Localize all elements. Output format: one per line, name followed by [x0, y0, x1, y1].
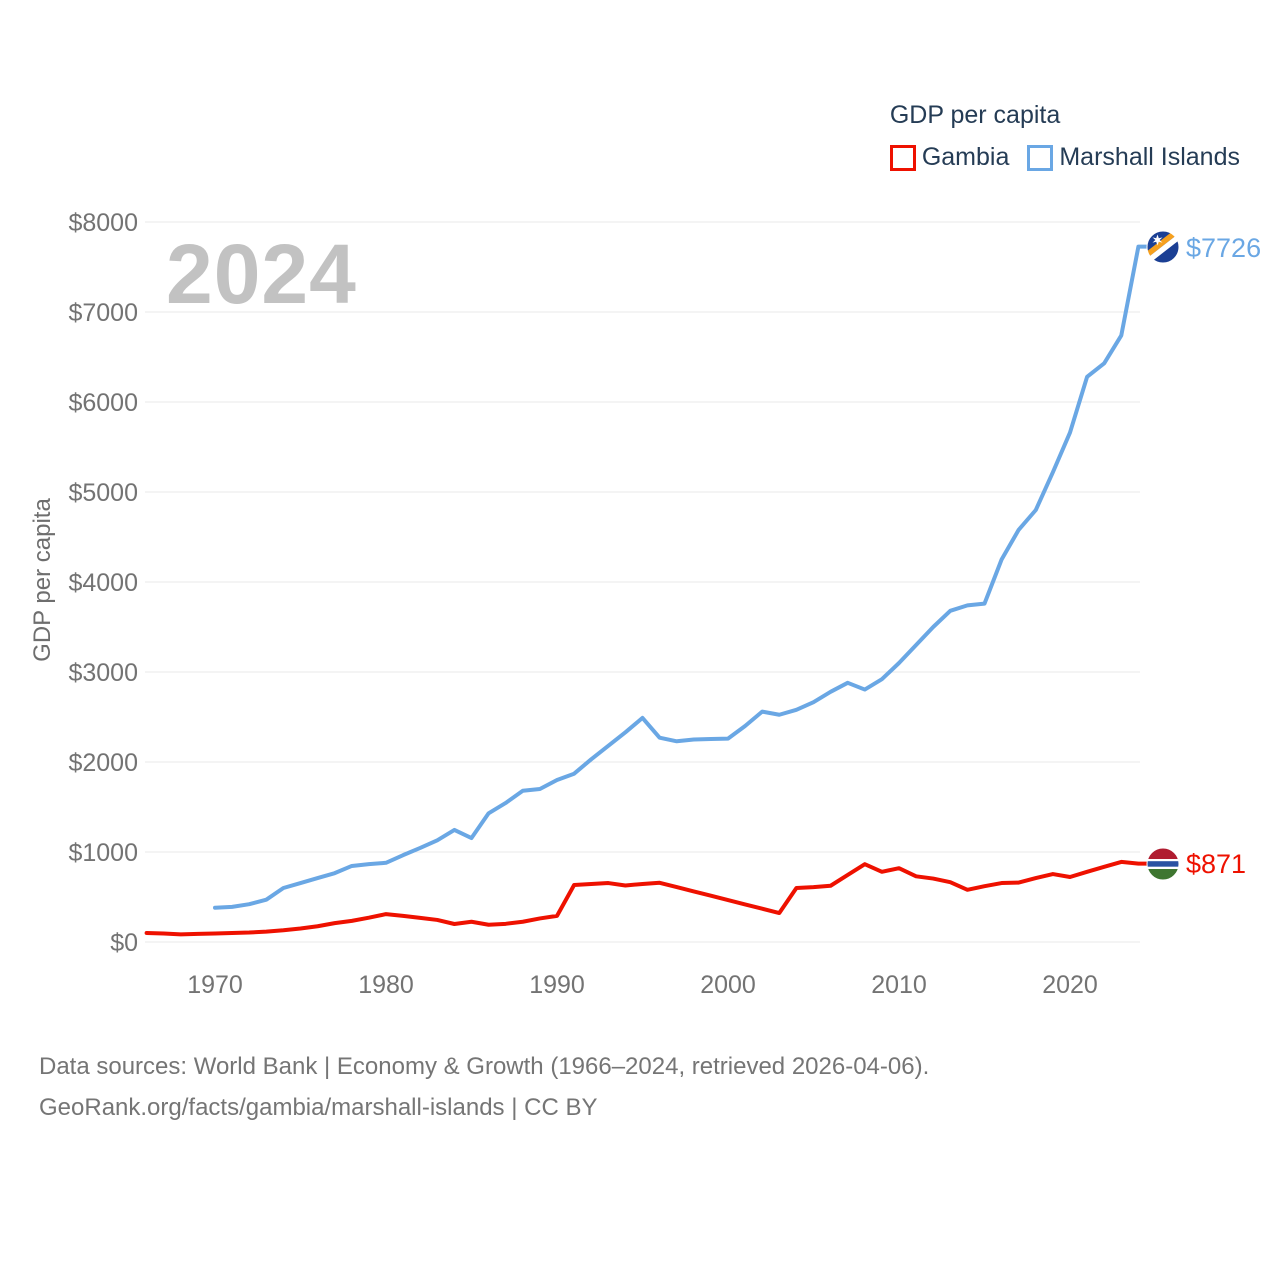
legend: GDP per capita Gambia Marshall Islands: [889, 101, 1240, 172]
x-tick-label: 2000: [700, 971, 756, 999]
legend-title: GDP per capita: [889, 101, 1061, 129]
y-tick-label: $0: [110, 929, 138, 957]
source-line-1: Data sources: World Bank | Economy & Gro…: [39, 1053, 930, 1080]
y-tick-label: $8000: [68, 209, 138, 237]
x-tick-label: 1970: [187, 971, 243, 999]
gambia-swatch-icon: [889, 144, 916, 171]
marshall-islands-flag-icon: [1146, 230, 1180, 264]
legend-item-label: Gambia: [921, 143, 1010, 171]
y-tick-label: $3000: [68, 659, 138, 687]
y-tick-label: $5000: [68, 479, 138, 507]
x-tick-label: 1980: [358, 971, 414, 999]
y-tick-label: $7000: [68, 299, 138, 327]
series-line-marshall-islands: [213, 244, 1152, 910]
series-line-gambia: [144, 859, 1152, 937]
y-tick-label: $1000: [68, 839, 138, 867]
x-tick-label: 1990: [529, 971, 585, 999]
y-tick-label: $6000: [68, 389, 138, 417]
marshall-islands-swatch-icon: [1027, 144, 1054, 171]
gambia-flag-icon: [1146, 847, 1180, 881]
legend-row: Gambia Marshall Islands: [889, 143, 1240, 172]
legend-item-gambia[interactable]: Gambia: [889, 143, 1010, 172]
source-line-2: GeoRank.org/facts/gambia/marshall-island…: [39, 1094, 598, 1121]
y-tick-label: $4000: [68, 569, 138, 597]
x-tick-label: 2020: [1042, 971, 1098, 999]
legend-item-label: Marshall Islands: [1059, 143, 1240, 171]
gambia-value-label: $871: [1186, 849, 1247, 879]
legend-item-marshall-islands[interactable]: Marshall Islands: [1027, 143, 1240, 172]
x-tick-label: 2010: [871, 971, 927, 999]
marshall-islands-value-label: $7726: [1186, 233, 1262, 263]
source-attribution: Data sources: World Bank | Economy & Gro…: [39, 1046, 929, 1128]
y-tick-label: $2000: [68, 749, 138, 777]
watermark-year: 2024: [166, 227, 357, 321]
